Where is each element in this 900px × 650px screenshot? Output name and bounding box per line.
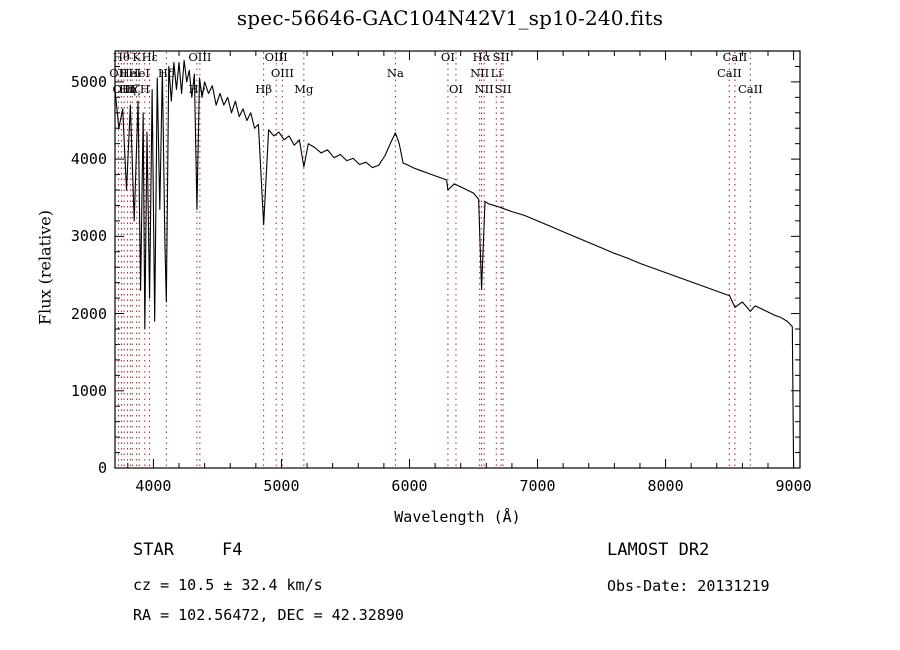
y-tick-label-3000: 3000: [70, 227, 107, 246]
spectral-line-label-HeI: HeI: [128, 66, 150, 80]
spectral-type-label: F4: [222, 540, 243, 560]
spectral-line-label-CaII: CaII: [722, 50, 748, 64]
spectral-line-label-OI: OI: [448, 82, 463, 96]
spectral-line-label-H: Hθ: [112, 50, 130, 64]
coordinates-label: RA = 102.56472, DEC = 42.32890: [133, 606, 404, 624]
spectral-line-label-SII: SII: [494, 82, 512, 96]
spectral-line-label-H: Hβ: [255, 82, 272, 96]
x-tick-label-9000: 9000: [775, 477, 812, 495]
spectral-line-label-NII: NII: [474, 82, 494, 96]
spectral-line-label-H: Hα: [472, 50, 491, 64]
x-tick-label-8000: 8000: [647, 477, 684, 495]
obs-date-label: Obs-Date: 20131219: [607, 577, 770, 595]
y-tick-label-1000: 1000: [70, 381, 107, 400]
redshift-velocity-label: cz = 10.5 ± 32.4 km/s: [133, 576, 323, 594]
spectral-line-label-H: Hη: [119, 82, 137, 96]
spectral-line-label-OIII: OIII: [264, 50, 288, 64]
spectral-line-label-OIII: OIII: [112, 82, 136, 96]
spectral-line-label-OI: OI: [440, 50, 455, 64]
spectral-line-label-NII: NII: [470, 66, 490, 80]
spectral-line-label-SII: SII: [492, 50, 510, 64]
y-tick-label-2000: 2000: [70, 304, 107, 323]
spectral-line-label-Na: Na: [386, 66, 404, 80]
spectral-line-label-H: H: [139, 82, 150, 96]
x-tick-label-5000: 5000: [263, 477, 300, 495]
spectral-line-label-H: Hδ: [157, 66, 175, 80]
spectral-line-label-K: K: [132, 50, 141, 64]
spectral-line-label-OII: OII: [109, 66, 128, 80]
y-tick-label-0: 0: [97, 459, 107, 477]
x-tick-label-6000: 6000: [391, 477, 428, 495]
y-axis-title: Flux (relative): [35, 210, 55, 325]
y-tick-label-5000: 5000: [70, 72, 107, 91]
survey-label: LAMOST DR2: [607, 540, 710, 560]
spectral-line-label-H: Hζ: [124, 82, 141, 96]
y-tick-label-4000: 4000: [70, 150, 107, 169]
spectral-line-label-H: Hγ: [188, 82, 206, 96]
x-tick-label-7000: 7000: [519, 477, 556, 495]
spectral-line-label-Mg: Mg: [294, 82, 314, 96]
spectral-line-label-CaII: CaII: [737, 82, 763, 96]
object-class-label: STAR: [133, 540, 174, 560]
x-axis-title: Wavelength (Å): [394, 508, 521, 526]
spectral-line-label-CaII: CaII: [716, 66, 742, 80]
spectral-line-label-OIII: OIII: [188, 50, 212, 64]
page-title: spec-56646-GAC104N42V1_sp10-240.fits: [236, 6, 664, 30]
spectral-line-label-H: Hε: [141, 50, 158, 64]
spectrum-trace: [114, 59, 795, 469]
x-tick-label-4000: 4000: [135, 477, 172, 495]
spectral-line-label-HeI: HeI: [119, 66, 142, 80]
spectral-line-label-Li: Li: [490, 66, 502, 80]
plot-frame: [114, 50, 801, 469]
spectral-line-label-OIII: OIII: [270, 66, 294, 80]
